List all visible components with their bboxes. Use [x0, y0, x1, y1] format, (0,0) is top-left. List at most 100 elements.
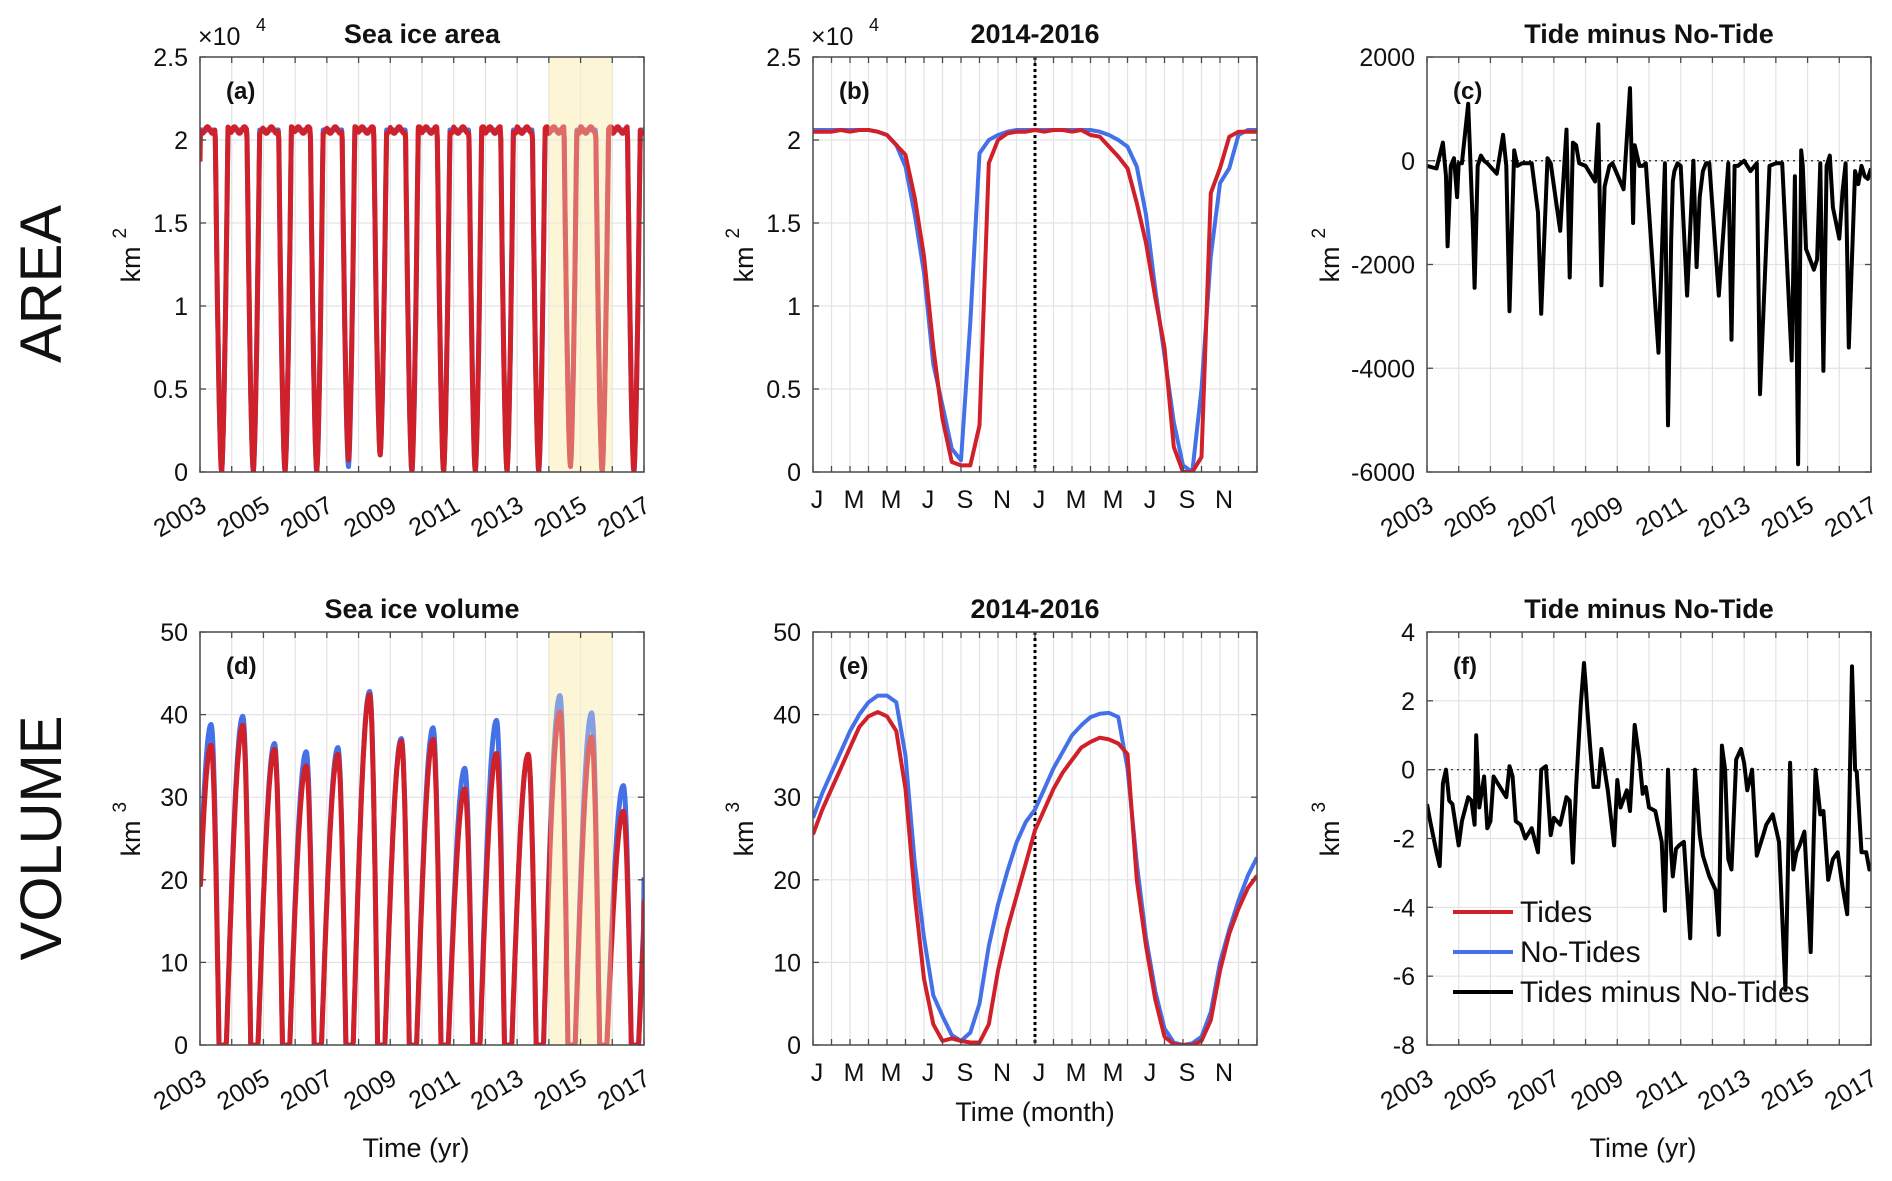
x-tick-label: M [1103, 486, 1124, 514]
y-axis-label: km 2 [723, 228, 759, 283]
x-tick-label: 2003 [1376, 1064, 1438, 1116]
y-tick-label: 0 [174, 1032, 188, 1060]
x-tick-label: 2005 [212, 1064, 274, 1116]
x-tick-label: 2003 [149, 1064, 211, 1116]
exponent-superscript: 4 [256, 15, 266, 35]
legend-item-diff: Tides minus No-Tides [1453, 976, 1810, 1009]
panel-title: 2014-2016 [970, 594, 1099, 624]
x-tick-label: 2007 [276, 491, 338, 543]
y-tick-label: 30 [773, 784, 801, 812]
y-tick-label: 20 [773, 867, 801, 895]
y-tick-label: 50 [160, 619, 188, 647]
x-tick-label: 2009 [339, 1064, 401, 1116]
x-tick-label: J [1144, 1059, 1157, 1087]
x-tick-label: 2009 [1566, 491, 1628, 543]
series-group [1427, 86, 1871, 467]
y-tick-label: 2 [787, 127, 801, 155]
x-tick-label: 2017 [1820, 491, 1882, 543]
x-tick-label: 2009 [339, 491, 401, 543]
x-tick-label: 2007 [1503, 491, 1565, 543]
exponent-label: ×10 [198, 23, 240, 51]
y-tick-label: 0.5 [153, 376, 188, 404]
y-tick-label: 1.5 [766, 210, 801, 238]
y-tick-label: -2 [1393, 826, 1415, 854]
x-tick-label: 2017 [593, 1064, 655, 1116]
x-axis-label: Time (month) [955, 1097, 1115, 1127]
y-tick-label: 2000 [1359, 44, 1415, 72]
x-tick-label: M [1066, 1059, 1087, 1087]
x-tick-label: 2015 [1756, 491, 1818, 543]
y-tick-label: 20 [160, 867, 188, 895]
y-tick-label: 50 [773, 619, 801, 647]
y-tick-label: 0 [1401, 757, 1415, 785]
series-line-diff [1427, 661, 1871, 992]
x-tick-label: S [1179, 1059, 1196, 1087]
x-tick-label: 2007 [1503, 1064, 1565, 1116]
y-tick-label: -6000 [1351, 459, 1415, 487]
y-tick-label: 0 [1401, 148, 1415, 176]
x-tick-label: 2015 [529, 491, 591, 543]
y-axis-label-superscript: 2 [723, 228, 744, 239]
x-tick-label: S [957, 486, 974, 514]
exponent-superscript: 4 [869, 15, 879, 35]
y-tick-label: -8 [1393, 1032, 1415, 1060]
series-group [813, 693, 1257, 1045]
series-line-tides [200, 692, 644, 1045]
x-tick-label: N [993, 486, 1011, 514]
x-tick-label: M [844, 486, 865, 514]
x-tick-label: N [993, 1059, 1011, 1087]
y-axis-label-superscript: 3 [1309, 802, 1330, 813]
legend: Tides No-Tides Tides minus No-Tides [1453, 896, 1810, 1009]
x-tick-label: 2005 [1439, 1064, 1501, 1116]
x-tick-label: M [881, 486, 902, 514]
x-tick-label: 2013 [1693, 1064, 1755, 1116]
y-axis-label-text: km [116, 247, 146, 283]
x-tick-label: J [1033, 1059, 1046, 1087]
y-tick-label: 0 [174, 459, 188, 487]
series-line-tides [813, 710, 1257, 1045]
y-axis-label-superscript: 3 [110, 802, 131, 813]
y-axis-label-superscript: 3 [723, 802, 744, 813]
x-tick-label: J [811, 486, 824, 514]
y-tick-label: 1 [174, 293, 188, 321]
x-tick-label: J [1033, 486, 1046, 514]
panel-a: 0 0.5 1 1.5 2 2.5 2003 2005 2007 2009 2011 2013 2015… [110, 15, 655, 543]
y-tick-label: 2.5 [153, 44, 188, 72]
y-axis-label-text: km [1315, 247, 1345, 283]
y-tick-label: -4 [1393, 894, 1415, 922]
series-line-no_tides [813, 693, 1257, 1045]
x-tick-label: J [811, 1059, 824, 1087]
x-axis-label: Time (yr) [1590, 1133, 1697, 1163]
y-tick-label: 40 [773, 702, 801, 730]
y-tick-label: 0.5 [766, 376, 801, 404]
series-group [200, 124, 644, 472]
y-axis-label: km 3 [110, 802, 146, 857]
y-tick-label: 4 [1401, 619, 1415, 647]
x-tick-label: 2013 [466, 1064, 528, 1116]
panel-label: (d) [226, 653, 257, 680]
y-tick-label: 0 [787, 459, 801, 487]
panel-label: (a) [226, 78, 255, 105]
x-tick-label: 2011 [404, 491, 465, 542]
x-tick-label: 2017 [593, 491, 655, 543]
x-tick-label: S [1179, 486, 1196, 514]
x-tick-label: N [1215, 486, 1233, 514]
x-tick-label: S [957, 1059, 974, 1087]
y-tick-label: 1 [787, 293, 801, 321]
y-axis-label-text: km [116, 821, 146, 857]
x-axis-label: Time (yr) [363, 1133, 470, 1163]
highlight-overlay [548, 57, 613, 472]
panel-title: Tide minus No-Tide [1524, 594, 1774, 624]
x-tick-label: 2009 [1566, 1064, 1628, 1116]
y-tick-label: 0 [787, 1032, 801, 1060]
y-tick-label: 2 [174, 127, 188, 155]
x-tick-label: J [1144, 486, 1157, 514]
legend-item-tides: Tides [1453, 896, 1592, 929]
legend-label: No-Tides [1520, 936, 1641, 969]
panel-title: Tide minus No-Tide [1524, 19, 1774, 49]
exponent-label: ×10 [811, 23, 853, 51]
panel-label: (b) [839, 78, 870, 105]
panel-label: (e) [839, 653, 868, 680]
panel-c: -6000 -4000 -2000 0 2000 2003 2005 2007 2009 2011… [1309, 19, 1882, 543]
